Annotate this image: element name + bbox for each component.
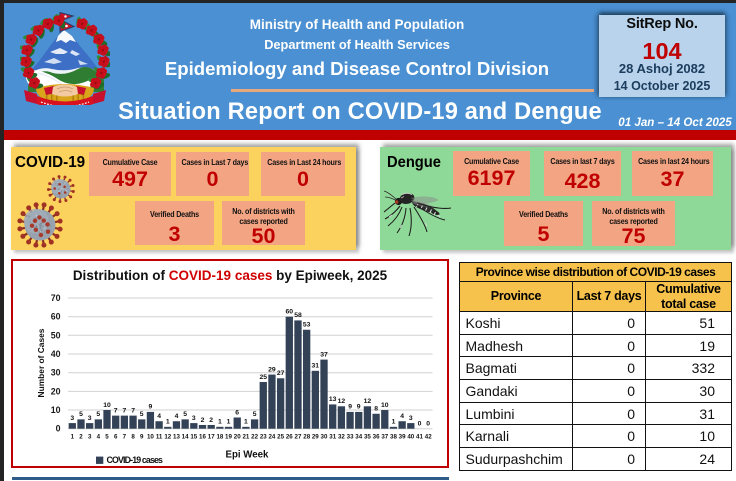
svg-text:14: 14 — [182, 433, 189, 440]
svg-text:10: 10 — [103, 402, 111, 409]
svg-text:60: 60 — [286, 309, 294, 316]
svg-text:13: 13 — [329, 396, 337, 403]
svg-text:19: 19 — [225, 433, 232, 440]
svg-text:5: 5 — [183, 411, 187, 418]
svg-text:17: 17 — [208, 433, 215, 440]
svg-text:1: 1 — [71, 433, 75, 440]
svg-text:4: 4 — [97, 433, 101, 440]
svg-text:8: 8 — [374, 406, 378, 413]
svg-text:Number of Cases: Number of Cases — [36, 328, 46, 397]
svg-text:3: 3 — [88, 433, 92, 440]
svg-text:4: 4 — [175, 413, 179, 420]
svg-text:27: 27 — [277, 370, 285, 377]
svg-text:0: 0 — [56, 424, 61, 434]
svg-text:13: 13 — [173, 433, 180, 440]
svg-text:35: 35 — [364, 433, 371, 440]
svg-text:28: 28 — [303, 433, 310, 440]
svg-text:23: 23 — [260, 433, 267, 440]
svg-text:30: 30 — [51, 368, 61, 378]
svg-text:33: 33 — [347, 433, 354, 440]
svg-text:1: 1 — [392, 419, 396, 426]
svg-text:5: 5 — [140, 411, 144, 418]
svg-text:37: 37 — [381, 433, 388, 440]
svg-text:34: 34 — [355, 433, 362, 440]
svg-text:7: 7 — [123, 433, 127, 440]
svg-text:15: 15 — [190, 433, 197, 440]
svg-text:31: 31 — [312, 363, 320, 370]
svg-text:7: 7 — [123, 407, 127, 414]
svg-text:27: 27 — [295, 433, 302, 440]
svg-text:4: 4 — [157, 413, 161, 420]
svg-text:12: 12 — [164, 433, 171, 440]
svg-text:53: 53 — [303, 322, 311, 329]
svg-text:40: 40 — [407, 433, 414, 440]
svg-text:30: 30 — [321, 433, 328, 440]
svg-text:32: 32 — [338, 433, 345, 440]
svg-text:1: 1 — [227, 419, 231, 426]
svg-text:1: 1 — [166, 419, 170, 426]
svg-text:2: 2 — [79, 433, 83, 440]
svg-text:7: 7 — [114, 407, 118, 414]
svg-text:0: 0 — [426, 421, 430, 428]
svg-text:24: 24 — [268, 433, 275, 440]
svg-text:41: 41 — [416, 433, 423, 440]
svg-text:3: 3 — [192, 415, 196, 422]
svg-text:38: 38 — [390, 433, 397, 440]
svg-text:9: 9 — [357, 404, 361, 411]
svg-text:22: 22 — [251, 433, 258, 440]
svg-text:5: 5 — [96, 411, 100, 418]
svg-text:26: 26 — [286, 433, 293, 440]
svg-text:1: 1 — [218, 419, 222, 426]
svg-text:6: 6 — [235, 409, 239, 416]
svg-text:5: 5 — [79, 411, 83, 418]
svg-text:3: 3 — [88, 415, 92, 422]
svg-text:10: 10 — [147, 433, 154, 440]
svg-text:29: 29 — [312, 433, 319, 440]
svg-text:20: 20 — [51, 386, 61, 396]
svg-text:9: 9 — [140, 433, 144, 440]
svg-text:18: 18 — [216, 433, 223, 440]
svg-text:5: 5 — [105, 433, 109, 440]
svg-text:3: 3 — [409, 415, 413, 422]
svg-text:COVID-19 cases: COVID-19 cases — [107, 455, 164, 465]
svg-text:29: 29 — [268, 366, 276, 373]
svg-text:31: 31 — [329, 433, 336, 440]
svg-text:10: 10 — [381, 402, 389, 409]
svg-text:12: 12 — [338, 398, 346, 405]
svg-text:20: 20 — [234, 433, 241, 440]
svg-text:42: 42 — [425, 433, 432, 440]
svg-text:1: 1 — [244, 419, 248, 426]
svg-text:5: 5 — [253, 411, 257, 418]
svg-text:25: 25 — [277, 433, 284, 440]
svg-text:4: 4 — [400, 413, 404, 420]
svg-text:7: 7 — [131, 407, 135, 414]
svg-text:3: 3 — [70, 415, 74, 422]
svg-text:9: 9 — [348, 404, 352, 411]
svg-text:70: 70 — [51, 293, 61, 303]
svg-text:Epi Week: Epi Week — [226, 450, 270, 461]
svg-text:58: 58 — [294, 312, 302, 319]
svg-text:6: 6 — [114, 433, 118, 440]
svg-text:60: 60 — [51, 312, 61, 322]
svg-text:2: 2 — [209, 417, 213, 424]
svg-text:12: 12 — [364, 398, 372, 405]
svg-text:25: 25 — [260, 374, 268, 381]
svg-text:9: 9 — [149, 404, 153, 411]
svg-text:11: 11 — [156, 433, 163, 440]
svg-text:39: 39 — [399, 433, 406, 440]
svg-text:36: 36 — [373, 433, 380, 440]
svg-text:21: 21 — [242, 433, 249, 440]
svg-text:0: 0 — [418, 421, 422, 428]
svg-text:2: 2 — [201, 417, 205, 424]
svg-text:50: 50 — [51, 330, 61, 340]
svg-text:10: 10 — [51, 405, 61, 415]
svg-text:8: 8 — [131, 433, 135, 440]
svg-text:40: 40 — [51, 349, 61, 359]
svg-text:37: 37 — [320, 351, 328, 358]
svg-text:16: 16 — [199, 433, 206, 440]
